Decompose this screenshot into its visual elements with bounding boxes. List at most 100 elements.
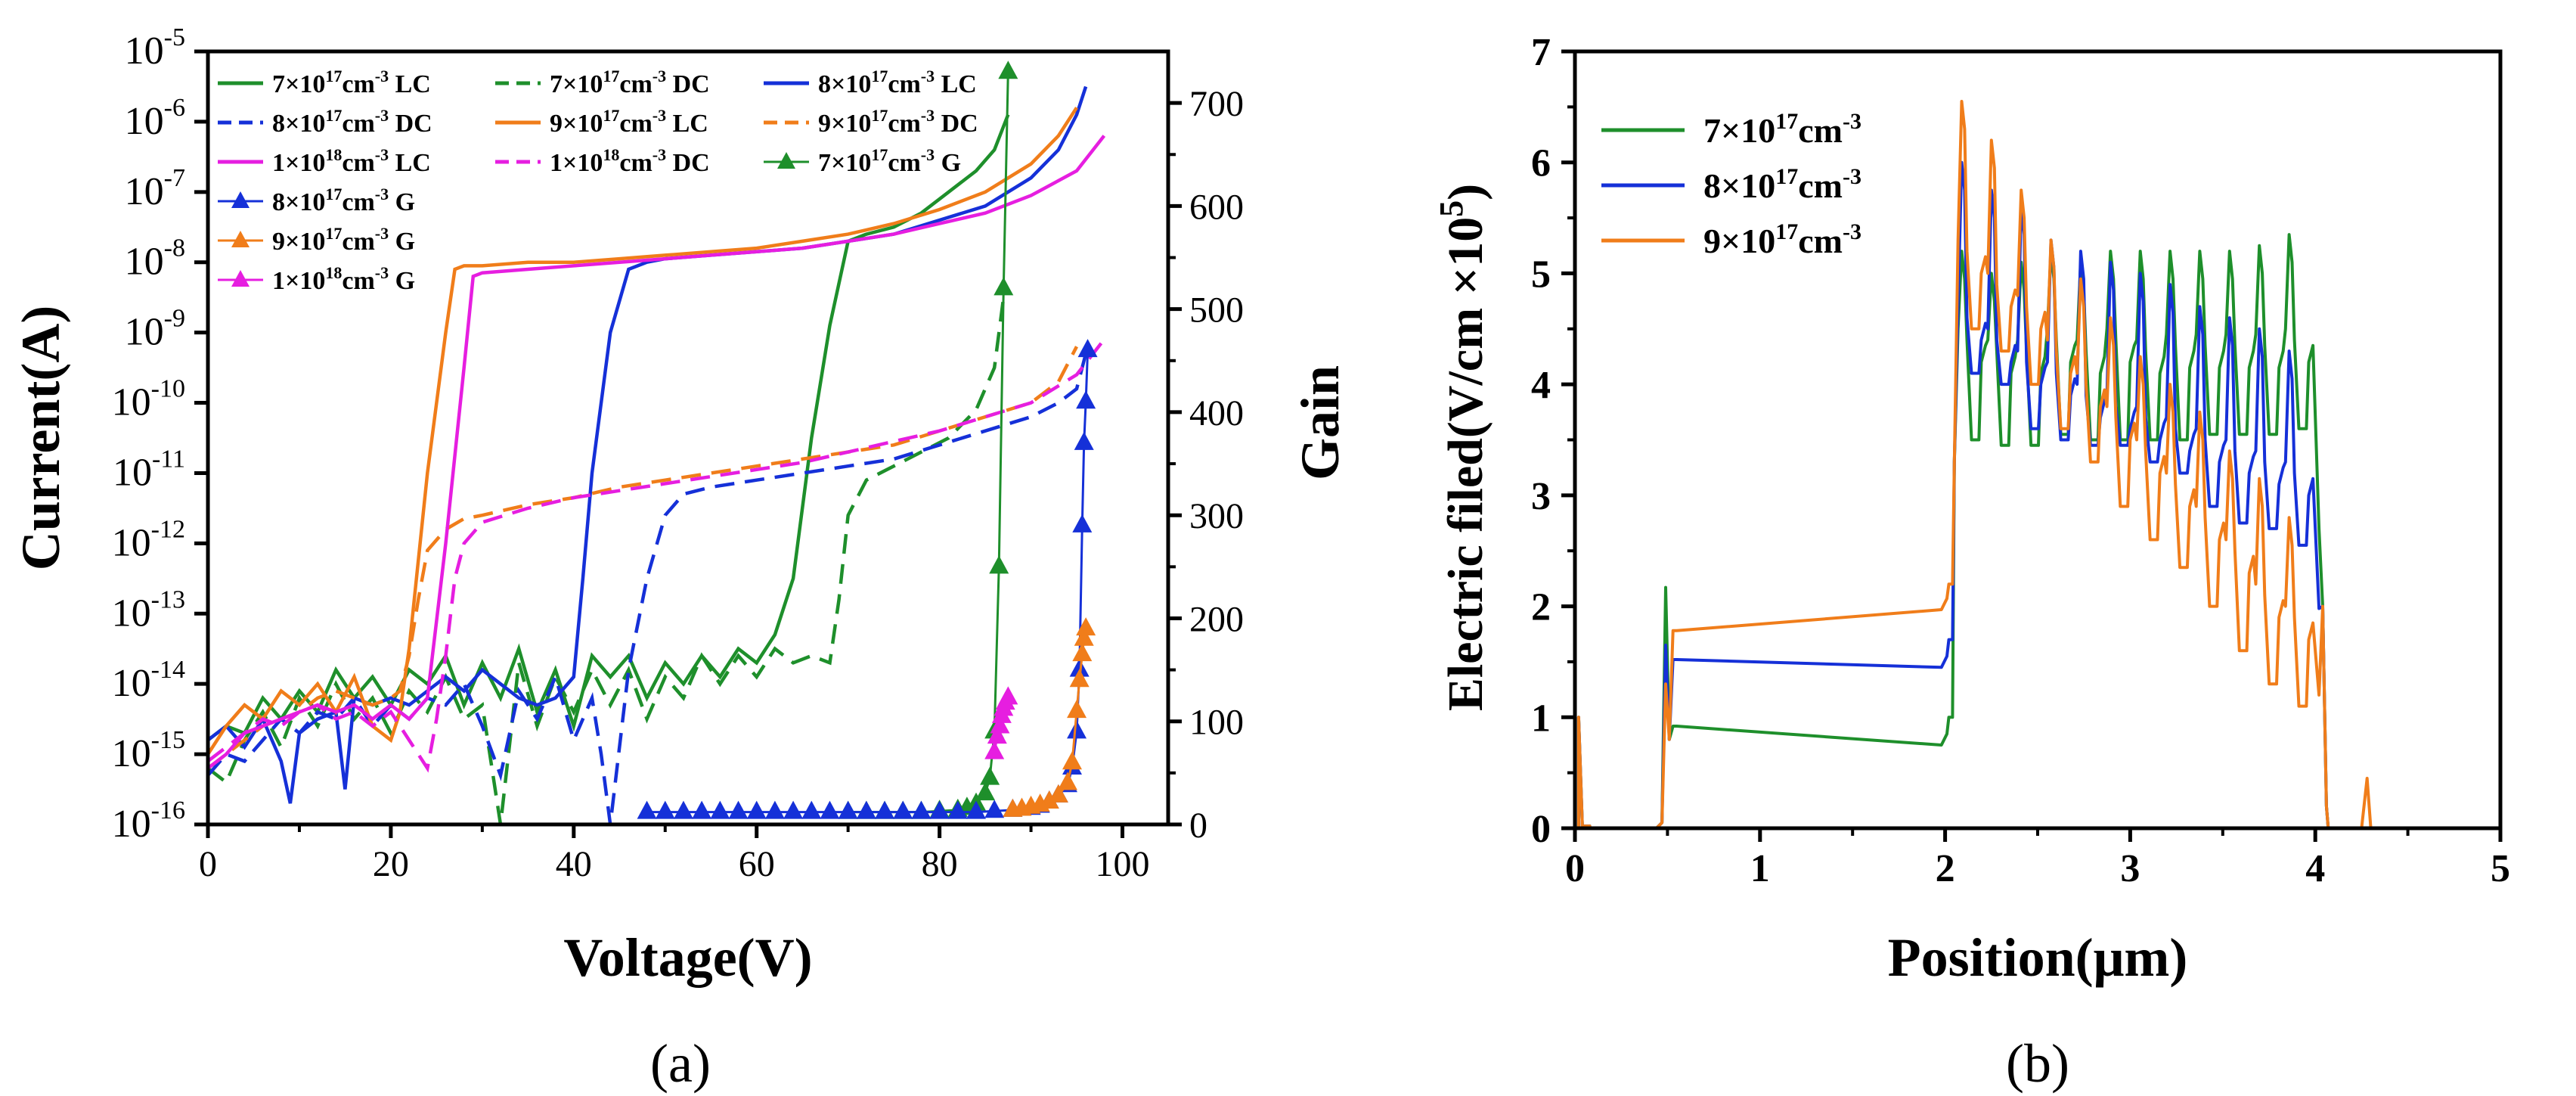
y-tick-exponent: -16: [151, 796, 185, 824]
legend-label-sup: 17: [871, 67, 888, 85]
gain-line-magenta: [993, 697, 1009, 753]
x-tick-label: 80: [922, 844, 958, 884]
legend-label: 8×1017cm-3 DC: [272, 106, 432, 138]
y-axis-label-main: Electric filed(V/cm ×10: [1438, 217, 1493, 711]
y-tick-exponent: -10: [151, 375, 185, 403]
field-line-green: [1575, 233, 2380, 830]
x-tick-label: 4: [2305, 847, 2325, 890]
legend-item-g_g: 7×1017cm-3 G: [764, 145, 961, 177]
x-tick-label: 5: [2491, 847, 2510, 890]
legend-label-post: DC: [935, 110, 978, 138]
legend-triangle-icon: [231, 191, 250, 208]
gain-marker-blue: [911, 800, 932, 819]
gain-marker-blue: [801, 800, 822, 819]
legend-label-post: LC: [935, 70, 977, 98]
y-tick-exponent: -12: [151, 515, 185, 543]
legend-item-g_dc: 7×1017cm-3 DC: [495, 67, 710, 98]
panel-b-legend: 7×1017cm-3 8×1017cm-3 9×1017cm-3: [1601, 109, 1861, 260]
y-tick-base: 10: [112, 591, 151, 635]
legend-label-mid: cm: [1798, 166, 1843, 205]
y-tick-label: 10-16: [112, 796, 185, 846]
legend-label-mid: cm: [1798, 222, 1843, 260]
panel-a-frame: [206, 49, 1170, 827]
y-tick-exponent: -8: [164, 234, 185, 262]
gain-marker-magenta: [998, 686, 1018, 705]
legend-label-sup2: -3: [1843, 109, 1861, 134]
y-tick-label: 10-11: [113, 445, 185, 494]
legend-label-sup: 17: [325, 106, 342, 125]
x-tick-label: 40: [556, 844, 592, 884]
field-line-orange: [1575, 100, 2380, 830]
legend-label-pre: 9×10: [818, 110, 871, 138]
legend-label-mid: cm: [342, 267, 374, 295]
y-tick-label: 10-13: [112, 585, 185, 635]
legend-triangle-icon: [777, 152, 795, 169]
legend-label-pre: 1×10: [550, 149, 603, 177]
y-tick-label: 10-9: [125, 305, 185, 354]
legend-label-sup: 17: [871, 145, 888, 164]
legend-label: 9×1017cm-3: [1703, 219, 1861, 260]
gain-marker-blue: [893, 800, 913, 819]
legend-label-sup: 17: [1775, 109, 1798, 134]
y-axis-label: Electric filed(V/cm ×105): [1433, 184, 1493, 711]
y-tick-exponent: -9: [164, 305, 185, 333]
legend-item-m_g: 1×1018cm-3 G: [218, 263, 415, 295]
legend-label-mid: cm: [619, 110, 652, 138]
legend-label-sup2: -3: [375, 106, 389, 125]
legend-label-sup2: -3: [921, 67, 935, 85]
series-line-green-dashed: [208, 297, 1006, 824]
legend-label: 1×1018cm-3 G: [272, 263, 415, 295]
legend-label-sup: 17: [871, 106, 888, 125]
gain-line-orange: [1012, 628, 1087, 812]
legend-label-pre: 9×10: [272, 228, 325, 256]
y-tick-base: 10: [112, 521, 151, 564]
x-tick-label: 3: [2120, 847, 2140, 890]
legend-label-pre: 1×10: [272, 267, 325, 295]
legend-label-post: DC: [389, 110, 432, 138]
y-tick-label: 2: [1531, 586, 1551, 629]
legend-label-mid: cm: [342, 70, 374, 98]
legend-label-sup2: -3: [653, 106, 666, 125]
legend-label-sup: 17: [325, 185, 342, 203]
legend-label-post: LC: [666, 110, 708, 138]
series-line-green-solid: [208, 113, 1010, 742]
x-axis-label: Voltage(V): [563, 927, 812, 988]
gain-marker-blue: [966, 800, 986, 819]
legend-label-sup2: -3: [653, 145, 666, 164]
legend-label-mid: cm: [342, 228, 374, 256]
legend-label-sup2: -3: [653, 67, 666, 85]
x-tick-label: 0: [199, 844, 217, 884]
legend-label-mid: cm: [342, 188, 374, 216]
panel-a-chart: 0 20 40 60 80 10010-1610-1510-1410-1310-1210-…: [11, 23, 1350, 988]
legend-label-mid: cm: [1798, 111, 1843, 150]
legend-label: 8×1017cm-3: [1703, 164, 1861, 205]
gain-marker-blue: [947, 800, 968, 819]
gain-marker-blue: [655, 800, 675, 819]
gain-marker-blue: [820, 800, 840, 819]
legend-label: 9×1017cm-3 G: [272, 224, 415, 256]
legend-label-mid: cm: [619, 149, 652, 177]
legend-item-b_g: 8×1017cm-3 G: [218, 185, 415, 216]
series-line-magenta-dashed: [208, 338, 1106, 773]
gain-marker-blue: [728, 800, 749, 819]
y2-tick-label: 400: [1189, 393, 1244, 433]
y-tick-exponent: -15: [151, 726, 185, 754]
y-tick-label: 10-15: [112, 726, 185, 775]
gain-marker-blue: [838, 800, 858, 819]
y-tick-label: 7: [1531, 31, 1551, 74]
panel-a-label: (a): [650, 1033, 711, 1094]
legend-label-sup2: -3: [375, 145, 389, 164]
y2-tick-label: 500: [1189, 290, 1244, 331]
legend-triangle-icon: [231, 231, 250, 247]
legend-label-pre: 8×10: [818, 70, 871, 98]
legend-label: 7×1017cm-3 G: [818, 145, 961, 177]
y-tick-label: 10-5: [125, 23, 185, 73]
legend-label: 7×1017cm-3: [1703, 109, 1861, 150]
gain-marker-blue: [746, 800, 767, 819]
y-tick-exponent: -6: [164, 94, 185, 122]
gain-line-green: [848, 72, 1009, 814]
y-tick-base: 10: [125, 100, 164, 143]
legend-item-b8: 8×1017cm-3: [1601, 164, 1861, 205]
y-tick-label: 1: [1531, 697, 1551, 740]
